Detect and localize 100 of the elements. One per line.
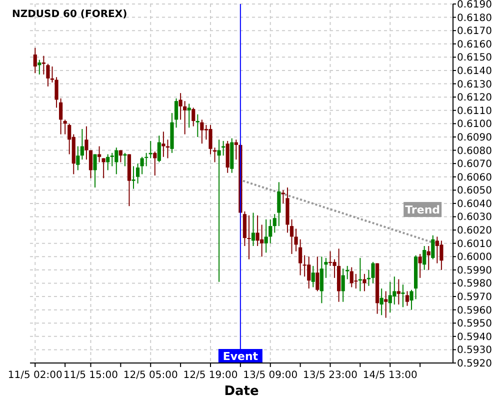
candlestick — [33, 47, 37, 74]
candlestick — [192, 107, 196, 127]
candlestick — [418, 253, 422, 278]
candlestick — [208, 124, 212, 155]
y-tick-label: 0.6080 — [457, 146, 492, 157]
y-tick-label: 0.6100 — [457, 119, 492, 130]
candlestick — [132, 166, 136, 190]
candlestick — [332, 258, 336, 278]
candlestick — [80, 128, 84, 160]
candlestick — [76, 146, 80, 171]
y-tick-label: 0.5920 — [457, 358, 492, 370]
candlestick — [226, 140, 230, 174]
candlestick — [354, 273, 358, 290]
candlestick — [341, 268, 345, 302]
candlestick — [431, 234, 435, 260]
candlestick — [251, 212, 256, 246]
y-tick-label: 0.6180 — [457, 12, 492, 24]
y-tick-label: 0.5960 — [457, 305, 492, 316]
candlestick — [162, 131, 166, 158]
y-tick-label: 0.6130 — [457, 79, 492, 90]
text: NZDUSD 60 (FOREX) — [12, 9, 128, 20]
y-tick-label: 0.5990 — [457, 265, 492, 276]
x-tick-label: 11/5 15:00 — [64, 370, 118, 381]
candlestick — [440, 240, 444, 270]
candlestick — [187, 103, 191, 128]
candlestick — [144, 152, 148, 167]
candlestick — [422, 245, 426, 270]
y-tick-label: 0.6060 — [457, 172, 492, 184]
y-tick-label: 0.6010 — [457, 238, 492, 250]
candlestick — [183, 100, 187, 135]
candlestick — [311, 265, 315, 288]
candlestick — [277, 182, 281, 227]
candlestick — [410, 289, 414, 310]
candlestick — [58, 98, 63, 135]
candlestick — [290, 218, 294, 254]
y-tick-label: 0.5930 — [457, 345, 492, 356]
candlestick — [302, 254, 306, 278]
candlestick — [63, 119, 67, 135]
y-tick-label: 0.6170 — [457, 26, 492, 38]
candlestick — [178, 92, 182, 120]
candlestick — [328, 250, 332, 266]
y-tick-label: 0.6050 — [457, 186, 492, 197]
candlestick — [38, 59, 42, 75]
candlestick — [123, 152, 127, 167]
candlestick — [106, 154, 110, 171]
candlestick — [256, 214, 260, 246]
candlestick — [272, 214, 276, 234]
candlestick — [234, 139, 238, 160]
candlestick — [384, 290, 388, 318]
y-tick-label: 0.6040 — [457, 198, 492, 210]
x-tick-label: 11/5 02:00 — [8, 370, 62, 381]
candlestick — [110, 152, 114, 167]
y-tick-label: 0.6090 — [457, 132, 492, 144]
candlestick — [217, 139, 221, 282]
candlestick — [200, 119, 204, 144]
series-label: Trend — [405, 203, 440, 216]
candlestick — [88, 150, 93, 179]
candlestick — [102, 158, 106, 179]
y-tick-label: 0.5980 — [457, 278, 492, 290]
candlestick — [174, 98, 178, 128]
candlestick — [46, 63, 50, 87]
candlestick — [196, 114, 200, 138]
candlestick — [140, 156, 144, 175]
candlestick — [350, 266, 354, 288]
y-tick-label: 0.6020 — [457, 226, 492, 237]
candlestick — [358, 257, 362, 292]
candlestick — [298, 238, 302, 276]
x-tick-label: 13/5 23:00 — [303, 370, 358, 381]
x-tick-label: 12/5 05:00 — [123, 370, 178, 381]
candlestick — [136, 163, 140, 184]
candlestick — [247, 214, 251, 260]
candlestick — [268, 218, 272, 244]
candlestick — [362, 273, 366, 292]
candlestick — [316, 256, 320, 292]
y-tick-label: 0.5940 — [457, 332, 492, 343]
candlestick — [242, 210, 247, 246]
candlestick — [153, 151, 157, 176]
y-tick-label: 0.6030 — [457, 212, 492, 224]
y-tick-label: 0.6160 — [457, 39, 492, 50]
candlestick — [405, 290, 410, 306]
y-tick-label: 0.5970 — [457, 292, 492, 304]
y-tick-label: 0.6150 — [457, 52, 492, 64]
candlestick — [371, 261, 375, 284]
candlestick — [392, 276, 396, 305]
candlestick — [54, 76, 58, 108]
x-axis-title: Date — [224, 384, 259, 399]
candlestick — [346, 265, 350, 280]
candlestick — [426, 245, 430, 270]
x-tick-label: 12/5 19:00 — [183, 370, 238, 381]
ref-line-label: Event — [222, 350, 258, 363]
y-tick-label: 0.6000 — [457, 252, 492, 264]
candlestick — [264, 218, 268, 254]
y-tick-label: 0.6110 — [457, 106, 492, 117]
y-tick-label: 0.6190 — [457, 0, 492, 10]
y-tick-label: 0.6140 — [457, 66, 492, 77]
candlestick — [93, 154, 97, 188]
candlestick — [401, 284, 405, 308]
candlestick — [396, 278, 400, 305]
y-tick-label: 0.6120 — [457, 92, 492, 104]
y-tick-label: 0.5950 — [457, 318, 492, 330]
